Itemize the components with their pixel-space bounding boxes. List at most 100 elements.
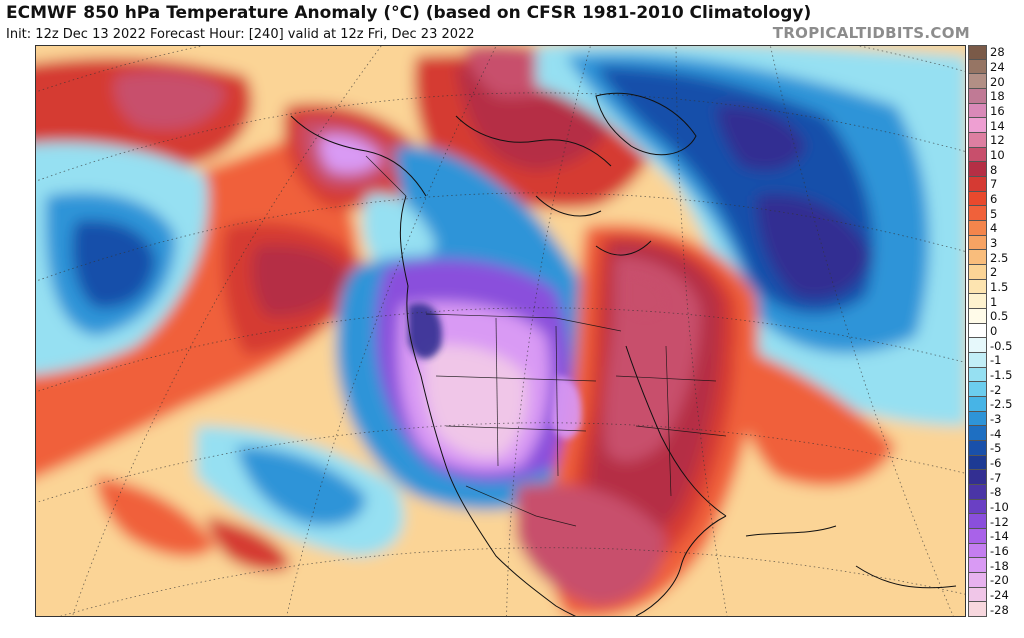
legend-label: 14 bbox=[990, 118, 1005, 133]
legend-level: 2.5 bbox=[968, 250, 1024, 265]
legend-level: 7 bbox=[968, 177, 1024, 192]
legend-level: 12 bbox=[968, 133, 1024, 148]
map-canvas bbox=[36, 46, 965, 616]
legend-swatch bbox=[968, 250, 987, 265]
legend-swatch bbox=[968, 147, 987, 163]
legend-swatch bbox=[968, 441, 987, 456]
legend-swatch bbox=[968, 177, 987, 192]
legend-swatch bbox=[968, 426, 987, 441]
legend-label: -20 bbox=[990, 573, 1009, 588]
legend-swatch bbox=[968, 367, 987, 383]
legend-label: 7 bbox=[990, 177, 998, 192]
legend-level: 6 bbox=[968, 191, 1024, 207]
legend-label: -10 bbox=[990, 499, 1009, 514]
legend-label: -14 bbox=[990, 529, 1009, 544]
borders bbox=[365, 155, 727, 527]
legend-level: 0 bbox=[968, 323, 1024, 339]
legend-level: 1 bbox=[968, 294, 1024, 309]
site-watermark: TROPICALTIDBITS.COM bbox=[772, 24, 970, 42]
legend-swatch bbox=[968, 353, 987, 368]
graticule bbox=[36, 46, 965, 616]
legend-label: -1.5 bbox=[990, 367, 1013, 382]
legend-level: -4 bbox=[968, 426, 1024, 441]
legend-swatch bbox=[968, 279, 987, 295]
legend-swatch bbox=[968, 206, 987, 221]
legend-swatch bbox=[968, 485, 987, 500]
legend-level: -28 bbox=[968, 602, 1024, 617]
legend-swatch bbox=[968, 162, 987, 177]
legend-swatch bbox=[968, 529, 987, 544]
legend-label: 18 bbox=[990, 89, 1005, 104]
legend-label: 20 bbox=[990, 74, 1005, 89]
legend-level: 16 bbox=[968, 103, 1024, 119]
legend-swatch bbox=[968, 573, 987, 588]
legend-swatch bbox=[968, 543, 987, 559]
legend-swatch bbox=[968, 221, 987, 236]
legend-swatch bbox=[968, 294, 987, 309]
legend-swatch bbox=[968, 587, 987, 603]
legend-swatch bbox=[968, 602, 987, 617]
legend-swatch bbox=[968, 45, 987, 60]
legend-level: -10 bbox=[968, 499, 1024, 515]
legend-label: 16 bbox=[990, 103, 1005, 118]
legend-label: -24 bbox=[990, 587, 1009, 602]
field-detail bbox=[408, 275, 666, 439]
legend-level: -0.5 bbox=[968, 338, 1024, 353]
legend-level: -1 bbox=[968, 353, 1024, 368]
legend-label: -3 bbox=[990, 411, 1002, 426]
legend-level: 2 bbox=[968, 265, 1024, 280]
legend-label: 2.5 bbox=[990, 250, 1009, 265]
legend-level: 0.5 bbox=[968, 309, 1024, 324]
legend-label: 28 bbox=[990, 45, 1005, 60]
legend-level: -18 bbox=[968, 558, 1024, 573]
legend-swatch bbox=[968, 265, 987, 280]
legend-swatch bbox=[968, 118, 987, 133]
legend-label: -8 bbox=[990, 485, 1002, 500]
legend-swatch bbox=[968, 558, 987, 573]
legend-swatch bbox=[968, 235, 987, 251]
legend-level: -2 bbox=[968, 382, 1024, 397]
legend-label: -6 bbox=[990, 455, 1002, 470]
color-legend: 28 24 20 18 16 14 12 10 8 7 6 5 4 3 2.5 2 1.5 1 0.5 0 -0.5 -1… bbox=[968, 45, 1024, 617]
legend-label: 5 bbox=[990, 206, 998, 221]
legend-label: 0 bbox=[990, 323, 998, 338]
legend-label: 12 bbox=[990, 133, 1005, 148]
legend-label: -5 bbox=[990, 441, 1002, 456]
legend-level: -14 bbox=[968, 529, 1024, 544]
legend-swatch bbox=[968, 499, 987, 515]
legend-swatch bbox=[968, 191, 987, 207]
forecast-info: Init: 12z Dec 13 2022 Forecast Hour: [24… bbox=[6, 27, 475, 42]
legend-label: 1 bbox=[990, 294, 998, 309]
legend-label: 10 bbox=[990, 147, 1005, 162]
legend-level: 28 bbox=[968, 45, 1024, 60]
legend-swatch bbox=[968, 89, 987, 104]
temperature-field bbox=[36, 46, 965, 616]
legend-label: -18 bbox=[990, 558, 1009, 573]
legend-label: -28 bbox=[990, 602, 1009, 617]
legend-level: -20 bbox=[968, 573, 1024, 588]
legend-label: -4 bbox=[990, 426, 1002, 441]
legend-label: 1.5 bbox=[990, 279, 1009, 294]
legend-label: -16 bbox=[990, 543, 1009, 558]
legend-label: 2 bbox=[990, 265, 998, 280]
legend-swatch bbox=[968, 514, 987, 529]
map-title: ECMWF 850 hPa Temperature Anomaly (°C) (… bbox=[6, 3, 812, 23]
legend-swatch bbox=[968, 133, 987, 148]
legend-level: -24 bbox=[968, 587, 1024, 603]
legend-swatch bbox=[968, 455, 987, 471]
legend-label: -0.5 bbox=[990, 338, 1013, 353]
legend-level: 10 bbox=[968, 147, 1024, 163]
legend-level: 20 bbox=[968, 74, 1024, 89]
legend-label: -1 bbox=[990, 353, 1002, 368]
legend-swatch bbox=[968, 59, 987, 75]
legend-swatch bbox=[968, 323, 987, 339]
legend-label: 6 bbox=[990, 191, 998, 206]
legend-level: 5 bbox=[968, 206, 1024, 221]
legend-level: 3 bbox=[968, 235, 1024, 251]
legend-level: -12 bbox=[968, 514, 1024, 529]
legend-level: -2.5 bbox=[968, 397, 1024, 412]
legend-swatch bbox=[968, 309, 987, 324]
legend-swatch bbox=[968, 74, 987, 89]
legend-label: 0.5 bbox=[990, 309, 1009, 324]
legend-level: -6 bbox=[968, 455, 1024, 471]
